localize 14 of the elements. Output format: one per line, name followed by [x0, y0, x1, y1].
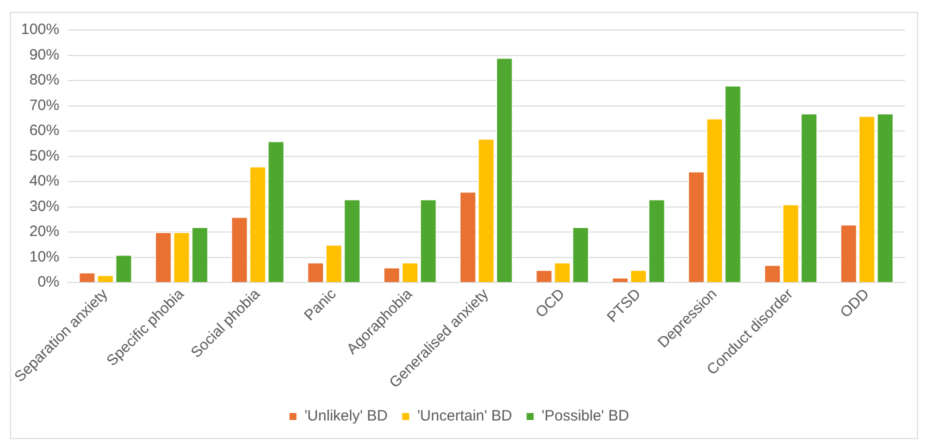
legend-label: 'Uncertain' BD [417, 408, 512, 425]
y-tick-label: 20% [29, 223, 60, 240]
y-tick-label: 40% [29, 172, 60, 190]
y-tick-label: 30% [29, 198, 60, 215]
y-tick-label: 80% [29, 72, 60, 89]
y-tick-label: 10% [29, 248, 60, 266]
legend-label: 'Possible' BD [542, 408, 630, 425]
y-tick-label: 70% [29, 96, 60, 114]
y-tick-label: 100% [20, 21, 60, 38]
legend-label: 'Unlikely' BD [304, 408, 388, 425]
y-tick-label: 90% [29, 46, 60, 64]
y-tick-label: 50% [29, 147, 60, 164]
y-tick-label: 0% [38, 274, 60, 291]
y-tick-label: 60% [29, 122, 60, 140]
